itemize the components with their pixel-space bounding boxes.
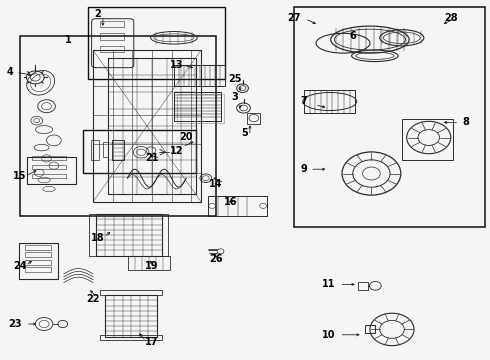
Bar: [294, 7, 485, 227]
Text: 15: 15: [13, 171, 26, 181]
Bar: [108, 58, 196, 194]
Bar: [93, 50, 201, 202]
Bar: [20, 36, 216, 216]
Text: 13: 13: [170, 60, 183, 70]
Text: 19: 19: [145, 261, 159, 271]
Bar: [32, 165, 66, 169]
Bar: [24, 245, 51, 250]
Bar: [24, 260, 51, 265]
Text: 23: 23: [8, 319, 22, 329]
Text: 25: 25: [228, 74, 242, 84]
Bar: [105, 295, 157, 337]
Bar: [19, 243, 58, 279]
Text: 24: 24: [13, 261, 26, 271]
Bar: [100, 335, 162, 340]
Bar: [177, 94, 224, 123]
Bar: [32, 174, 66, 178]
Bar: [208, 196, 267, 216]
Bar: [24, 252, 51, 257]
Bar: [27, 157, 76, 184]
Text: 11: 11: [321, 279, 335, 289]
Bar: [174, 92, 220, 121]
Bar: [100, 33, 124, 40]
Bar: [247, 113, 260, 124]
Bar: [24, 267, 51, 272]
Text: 22: 22: [86, 294, 100, 304]
Bar: [365, 325, 375, 333]
Text: 17: 17: [145, 337, 159, 347]
Bar: [96, 214, 162, 256]
Text: 27: 27: [287, 13, 301, 23]
Text: 6: 6: [349, 31, 356, 41]
Bar: [88, 7, 225, 79]
Text: 2: 2: [95, 9, 101, 19]
Bar: [174, 65, 225, 86]
Bar: [128, 256, 170, 270]
Text: 9: 9: [300, 164, 307, 174]
Text: 5: 5: [242, 128, 248, 138]
Bar: [100, 21, 124, 27]
Text: 16: 16: [223, 197, 237, 207]
Text: 20: 20: [179, 132, 193, 142]
Text: 18: 18: [91, 233, 105, 243]
Bar: [112, 140, 124, 160]
Text: 21: 21: [145, 153, 159, 163]
Text: 8: 8: [462, 117, 469, 127]
Text: 1: 1: [65, 35, 72, 45]
Bar: [100, 290, 162, 295]
Text: 14: 14: [209, 179, 222, 189]
Bar: [91, 140, 99, 160]
Bar: [358, 282, 368, 290]
Text: 7: 7: [300, 96, 307, 106]
Bar: [32, 156, 66, 160]
Bar: [112, 140, 124, 160]
Bar: [304, 90, 355, 113]
Text: 10: 10: [321, 330, 335, 340]
Text: 12: 12: [170, 146, 183, 156]
Bar: [100, 46, 124, 52]
Text: 3: 3: [232, 92, 239, 102]
Bar: [89, 214, 96, 256]
Text: 26: 26: [209, 254, 222, 264]
Bar: [162, 214, 168, 256]
Text: 4: 4: [6, 67, 13, 77]
Bar: [402, 119, 453, 160]
Bar: [83, 130, 196, 173]
Text: 28: 28: [444, 13, 458, 23]
Bar: [103, 142, 108, 157]
